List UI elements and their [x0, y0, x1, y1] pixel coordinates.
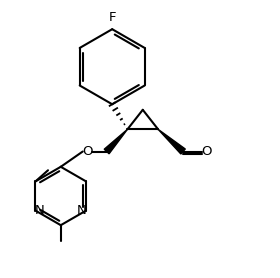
Text: N: N [77, 204, 87, 217]
Text: O: O [202, 145, 212, 158]
Text: O: O [82, 145, 92, 158]
Text: F: F [108, 11, 116, 24]
Polygon shape [158, 129, 185, 154]
Polygon shape [104, 129, 127, 154]
Text: N: N [35, 204, 45, 217]
